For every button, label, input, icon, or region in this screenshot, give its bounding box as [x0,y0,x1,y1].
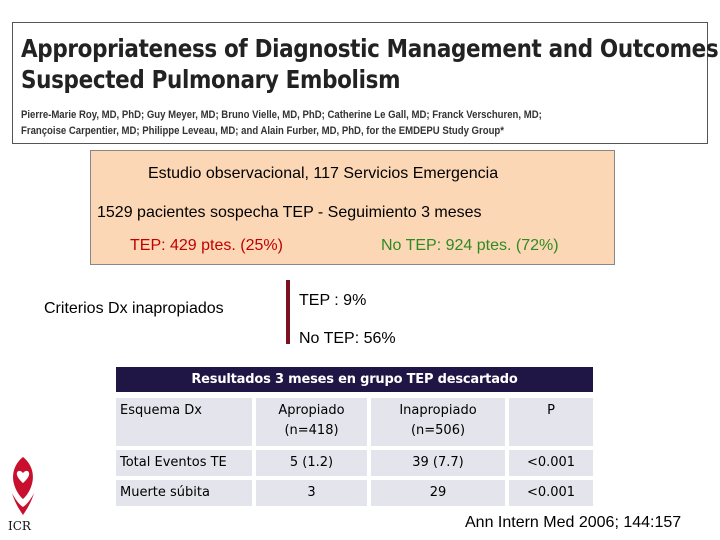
header-esquema: Esquema Dx [116,398,256,446]
study-summary-box: Estudio observacional, 117 Servicios Eme… [90,150,615,265]
header-inapropiado-n: (n=506) [410,423,466,438]
header-inapropiado: Inapropiado (n=506) [371,398,509,446]
paper-title-line1: Appropriateness of Diagnostic Management… [21,34,720,63]
cell-apropiado: 5 (1.2) [256,450,371,476]
authors-line2: Françoise Carpentier, MD; Philippe Levea… [21,125,504,137]
header-inapropiado-label: Inapropiado [399,403,477,418]
row-label: Muerte súbita [116,480,256,506]
header-p: P [509,398,593,446]
paper-title: Appropriateness of Diagnostic Management… [21,33,720,95]
criteria-tep-percent: TEP : 9% [299,292,367,309]
cell-p: <0.001 [509,450,593,476]
row-label: Total Eventos TE [116,450,256,476]
cell-inapropiado: 29 [371,480,509,506]
criteria-divider [286,280,290,344]
results-caption: Resultados 3 meses en grupo TEP descarta… [116,367,593,392]
paper-header-box: Appropriateness of Diagnostic Management… [12,22,720,144]
authors-line1: Pierre-Marie Roy, MD, PhD; Guy Meyer, MD… [21,109,542,121]
logo-text: ICR [8,519,31,533]
header-apropiado-label: Apropiado [278,403,345,418]
heart-hands-logo-icon [12,457,34,515]
tep-negative-count: No TEP: 924 ptes. (72%) [381,237,559,254]
table-header-row: Esquema Dx Apropiado (n=418) Inapropiado… [116,398,593,446]
study-design-text: Estudio observacional, 117 Servicios Eme… [148,165,499,182]
results-table-block: Resultados 3 meses en grupo TEP descarta… [116,367,593,510]
tep-positive-count: TEP: 429 ptes. (25%) [130,237,283,254]
study-patients-text: 1529 pacientes sospecha TEP - Seguimient… [97,204,482,221]
criteria-no-tep-percent: No TEP: 56% [299,330,396,347]
cell-p: <0.001 [509,480,593,506]
paper-authors: Pierre-Marie Roy, MD, PhD; Guy Meyer, MD… [21,107,700,139]
criteria-label: Criterios Dx inapropiados [44,300,224,317]
header-apropiado: Apropiado (n=418) [256,398,371,446]
results-table: Esquema Dx Apropiado (n=418) Inapropiado… [116,394,593,510]
table-row: Total Eventos TE 5 (1.2) 39 (7.7) <0.001 [116,450,593,476]
citation: Ann Intern Med 2006; 144:157 [465,514,682,531]
paper-title-line2: Suspected Pulmonary Embolism [21,65,401,94]
cell-inapropiado: 39 (7.7) [371,450,509,476]
cell-apropiado: 3 [256,480,371,506]
table-row: Muerte súbita 3 29 <0.001 [116,480,593,506]
header-apropiado-n: (n=418) [284,423,339,438]
